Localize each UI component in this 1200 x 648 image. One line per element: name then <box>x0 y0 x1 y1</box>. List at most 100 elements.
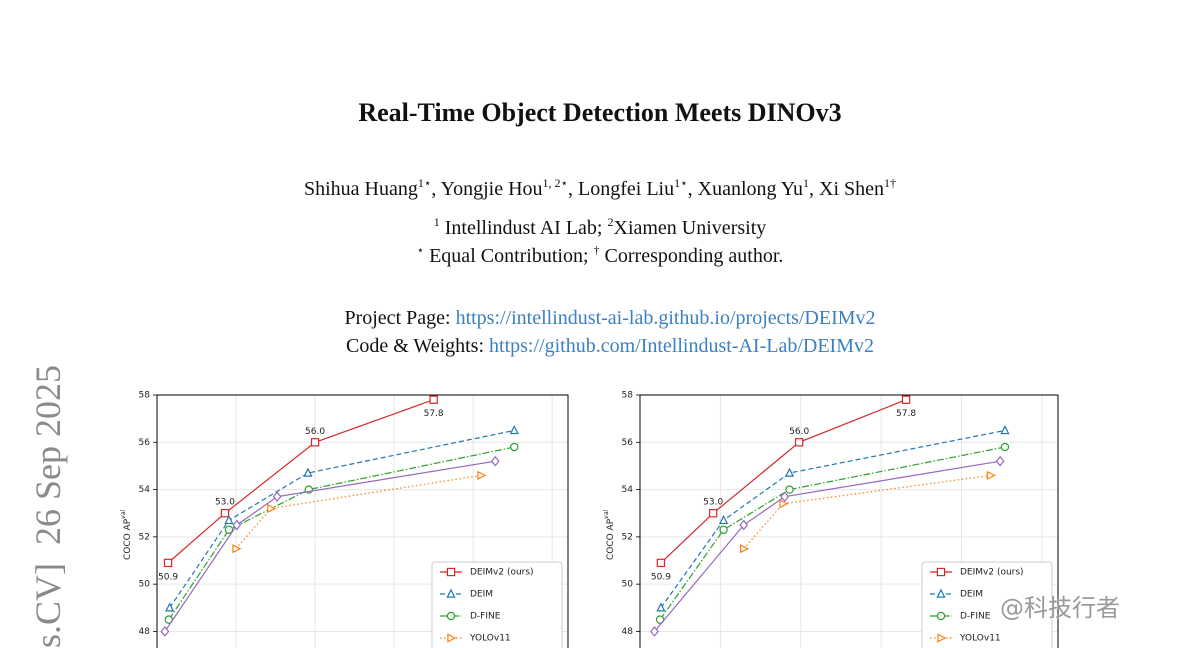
marker <box>739 519 749 531</box>
text-run: , Longfei Liu <box>568 178 675 200</box>
superscript: 1 <box>433 215 440 229</box>
y-tick-label: 50 <box>139 580 151 590</box>
text-run: , Xuanlong Yu <box>687 178 804 200</box>
data-label: 53.0 <box>215 498 235 508</box>
y-tick-label: 56 <box>622 438 634 448</box>
legend-box <box>921 561 1053 648</box>
y-axis-label-sup: val <box>603 510 610 519</box>
y-tick-label: 54 <box>622 485 634 495</box>
marker <box>224 514 234 525</box>
series-line <box>660 399 907 564</box>
marker <box>719 514 729 525</box>
data-label: 56.0 <box>789 427 809 437</box>
marker <box>447 633 457 643</box>
legend-label: YOLOv11 <box>469 634 511 644</box>
y-tick-label: 54 <box>139 485 151 495</box>
marker <box>779 499 789 509</box>
y-tick-label: 50 <box>622 580 634 590</box>
y-axis-label-text: COCO AP <box>606 518 616 560</box>
series-line <box>169 429 515 609</box>
text-run: Intellindust AI Lab; <box>439 217 608 239</box>
marker <box>656 602 666 612</box>
y-tick-label: 48 <box>139 627 151 637</box>
superscript: 2 <box>607 215 614 229</box>
marker <box>232 519 242 531</box>
y-axis-label-text: COCO AP <box>123 518 133 560</box>
y-axis-label: COCO APval <box>603 510 616 560</box>
marker <box>650 626 659 637</box>
marker <box>986 470 996 480</box>
series-line <box>167 399 434 564</box>
superscript: 1⋆ <box>674 176 688 190</box>
marker <box>220 509 230 518</box>
marker <box>794 438 804 447</box>
data-label: 50.9 <box>651 572 671 582</box>
marker <box>429 395 438 404</box>
legend-label: DEIM <box>960 590 983 600</box>
axes-frame <box>639 394 1059 648</box>
marker <box>995 455 1005 467</box>
marker <box>267 503 277 514</box>
marker <box>780 491 790 503</box>
axes-frame <box>156 394 569 648</box>
data-label: 56.0 <box>305 427 325 437</box>
superscript: † <box>593 243 600 257</box>
data-label: 57.8 <box>424 409 444 419</box>
y-tick-label: 58 <box>139 391 151 401</box>
marker <box>1000 442 1010 452</box>
legend-box <box>431 561 563 648</box>
text-run: Shihua Huang <box>303 178 418 200</box>
marker <box>937 633 947 643</box>
marker <box>232 544 242 554</box>
superscript: ⋆ <box>416 243 425 257</box>
y-axis-label-sup: val <box>120 510 127 519</box>
marker <box>163 558 173 568</box>
paper-title: Real-Time Object Detection Meets DINOv3 <box>358 98 842 127</box>
legend-label: DEIMv2 (ours) <box>470 568 534 578</box>
superscript: 1, 2⋆ <box>542 176 569 190</box>
marker <box>936 611 946 621</box>
marker <box>936 567 946 577</box>
affiliations: 1 Intellindust AI Lab; 2Xiamen Universit… <box>0 215 1200 240</box>
marker <box>719 525 728 534</box>
notes: ⋆ Equal Contribution; † Corresponding au… <box>0 243 1200 268</box>
authors: Shihua Huang1⋆, Yongjie Hou1, 2⋆, Longfe… <box>0 176 1200 201</box>
legend-label: DEIMv2 (ours) <box>960 568 1024 578</box>
text-run: , Xi Shen <box>809 178 885 200</box>
data-label: 57.8 <box>896 409 916 419</box>
legend-label: YOLOv11 <box>959 634 1001 644</box>
marker <box>446 567 456 577</box>
marker <box>446 611 456 621</box>
link[interactable]: https://intellindust-ai-lab.github.io/pr… <box>455 307 876 329</box>
superscript: 1 <box>803 176 810 190</box>
y-tick-label: 58 <box>622 391 634 401</box>
marker <box>784 467 795 477</box>
superscript: 1⋆ <box>417 176 432 190</box>
chart: 48 50 52 54 56 58 COCO APval 50.9 53.0 56.0 57.8 DE… <box>603 391 1059 648</box>
marker <box>224 525 234 534</box>
chart: 48 50 52 54 56 58 COCO APval 50.9 53.0 56.0 57.8 DE… <box>120 391 569 648</box>
marker <box>477 470 487 480</box>
link[interactable]: https://github.com/Intellindust-AI-Lab/D… <box>489 335 874 357</box>
marker <box>656 558 666 568</box>
marker <box>901 395 911 404</box>
marker <box>272 491 282 503</box>
text-run: Equal Contribution; <box>424 245 594 267</box>
data-label: 53.0 <box>703 498 723 508</box>
text-run: Corresponding author. <box>599 245 784 267</box>
y-tick-label: 48 <box>622 627 634 637</box>
legend-label: DEIM <box>470 590 493 600</box>
link-line: Project Page: https://intellindust-ai-la… <box>0 284 1200 353</box>
series-line <box>654 460 1001 632</box>
text-run: , Yongjie Hou <box>431 178 543 200</box>
y-axis-label: COCO APval <box>120 510 133 560</box>
legend-label: D-FINE <box>960 612 991 622</box>
link-label: Code & Weights: <box>346 335 490 357</box>
text-run: Xiamen University <box>613 217 767 239</box>
marker <box>310 438 320 447</box>
superscript: 1† <box>884 176 897 190</box>
marker <box>165 602 175 612</box>
marker <box>446 588 456 598</box>
marker <box>510 442 519 452</box>
